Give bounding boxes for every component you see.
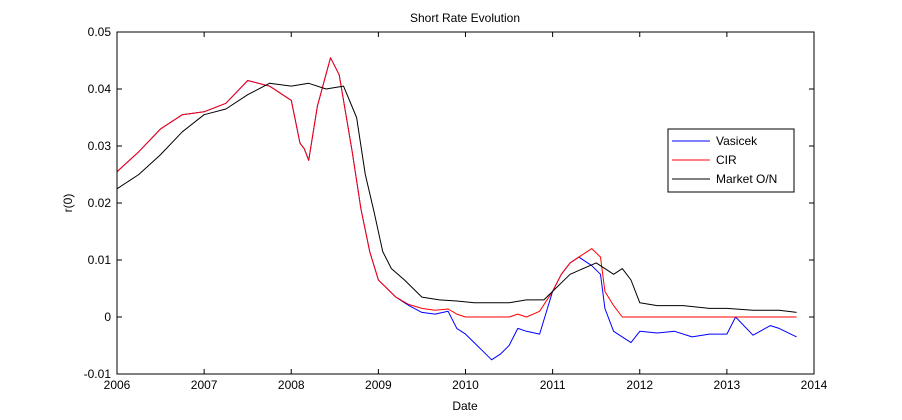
x-tick-label: 2014 xyxy=(801,378,828,392)
x-tick-label: 2012 xyxy=(626,378,653,392)
x-tick-label: 2013 xyxy=(714,378,741,392)
series-line-cir xyxy=(116,57,797,318)
legend: Vasicek CIR Market O/N xyxy=(667,128,795,193)
x-tick-label: 2010 xyxy=(452,378,479,392)
x-tick-label: 2011 xyxy=(540,378,566,392)
x-tick-label: 2007 xyxy=(191,378,218,392)
y-tick-label: 0 xyxy=(104,310,111,324)
y-axis-label: r(0) xyxy=(61,194,75,213)
y-tick-label: -0.01 xyxy=(84,367,112,381)
legend-label-cir: CIR xyxy=(716,153,737,167)
x-tick-label: 2006 xyxy=(104,378,131,392)
y-tick-label: 0.01 xyxy=(88,253,112,267)
series-layer xyxy=(116,57,797,361)
x-axis-label: Date xyxy=(452,399,478,413)
x-tick-label: 2008 xyxy=(278,378,305,392)
y-tick-label: 0.05 xyxy=(88,25,112,39)
y-tick-label: 0.03 xyxy=(88,139,112,153)
tick-layer: 2006 2007 2008 2009 2010 2011 2012 2013 2014 -0.0… xyxy=(84,25,828,392)
chart-title: Short Rate Evolution xyxy=(410,11,520,25)
legend-label-market-on: Market O/N xyxy=(716,172,777,186)
y-tick-label: 0.02 xyxy=(88,196,112,210)
plot-background xyxy=(117,32,814,374)
y-tick-label: 0.04 xyxy=(88,82,112,96)
series-line-market-o-n xyxy=(116,82,797,313)
x-tick-label: 2009 xyxy=(365,378,392,392)
legend-label-vasicek: Vasicek xyxy=(716,134,758,148)
